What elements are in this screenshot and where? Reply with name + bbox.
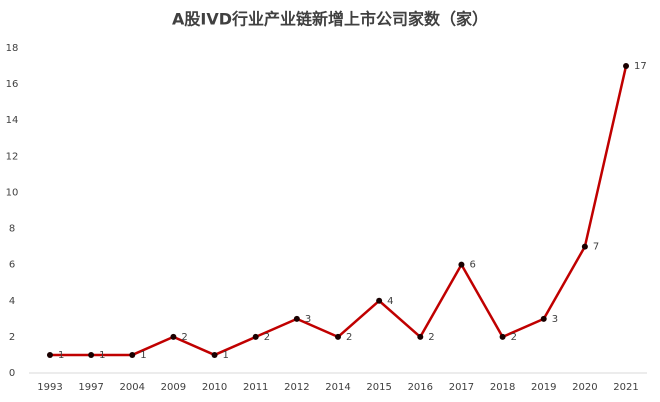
data-label: 2 bbox=[264, 332, 270, 343]
y-tick-label: 10 bbox=[6, 187, 19, 198]
x-tick-label: 2011 bbox=[243, 382, 268, 393]
data-label: 2 bbox=[511, 332, 517, 343]
data-label: 1 bbox=[99, 350, 105, 361]
data-label: 17 bbox=[634, 61, 647, 72]
y-tick-label: 2 bbox=[9, 332, 15, 343]
x-tick-label: 2009 bbox=[161, 382, 186, 393]
y-tick-label: 16 bbox=[6, 79, 19, 90]
marker bbox=[581, 243, 588, 250]
line bbox=[49, 65, 628, 357]
data-label: 3 bbox=[305, 314, 311, 325]
x-tick-label: 2019 bbox=[531, 382, 556, 393]
marker bbox=[376, 297, 383, 304]
marker bbox=[623, 63, 630, 70]
y-tick-label: 8 bbox=[9, 224, 15, 235]
marker bbox=[417, 333, 424, 340]
data-label: 1 bbox=[223, 350, 229, 361]
x-tick-label: 2015 bbox=[366, 382, 391, 393]
x-tick-label: 2017 bbox=[449, 382, 474, 393]
marker bbox=[335, 333, 341, 340]
y-tick-label: 4 bbox=[9, 296, 15, 307]
marker bbox=[46, 351, 53, 358]
data-label: 2 bbox=[346, 332, 352, 343]
marker bbox=[88, 351, 95, 358]
chart-title: A股IVD行业产业链新增上市公司家数（家） bbox=[172, 10, 488, 29]
data-label: 2 bbox=[428, 332, 434, 343]
marker bbox=[170, 333, 177, 340]
marker bbox=[540, 315, 547, 322]
marker bbox=[499, 333, 506, 340]
y-tick-label: 6 bbox=[9, 260, 15, 271]
x-tick-label: 1993 bbox=[37, 382, 62, 393]
data-label: 4 bbox=[387, 296, 393, 307]
x-tick-label: 2004 bbox=[120, 382, 145, 393]
y-tick-label: 18 bbox=[6, 43, 19, 54]
data-label: 2 bbox=[181, 332, 187, 343]
y-tick-label: 14 bbox=[6, 115, 19, 126]
data-label: 1 bbox=[140, 350, 146, 361]
x-tick-label: 2020 bbox=[572, 382, 597, 393]
data-label: 6 bbox=[469, 260, 475, 271]
y-tick-label: 12 bbox=[6, 151, 19, 162]
x-tick-label: 2021 bbox=[613, 382, 638, 393]
marker bbox=[211, 351, 218, 358]
marker bbox=[252, 333, 259, 340]
data-label: 3 bbox=[552, 314, 558, 325]
x-tick-label: 2012 bbox=[284, 382, 309, 393]
data-label: 1 bbox=[58, 350, 64, 361]
x-tick-label: 2010 bbox=[202, 382, 227, 393]
marker bbox=[458, 261, 465, 268]
x-tick-label: 2018 bbox=[490, 382, 515, 393]
x-tick-label: 2016 bbox=[408, 382, 433, 393]
y-tick-label: 0 bbox=[9, 368, 15, 379]
marker bbox=[129, 351, 136, 358]
marker bbox=[293, 315, 300, 322]
data-label: 7 bbox=[593, 242, 599, 253]
x-tick-label: 1997 bbox=[78, 382, 103, 393]
x-tick-label: 2014 bbox=[325, 382, 350, 393]
